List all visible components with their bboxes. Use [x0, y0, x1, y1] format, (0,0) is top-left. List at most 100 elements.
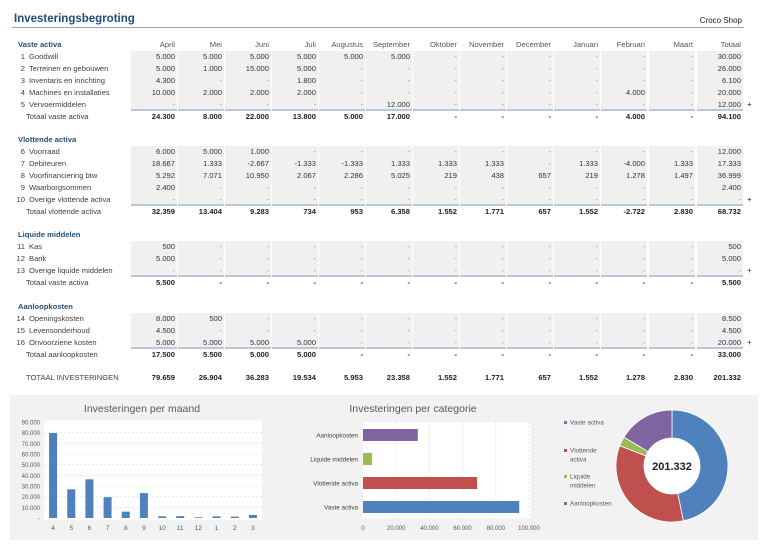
cell-juli[interactable]: -	[272, 253, 318, 265]
cell-mei[interactable]: 500	[178, 313, 224, 325]
cell-maart[interactable]: -	[649, 313, 695, 325]
cell-januari[interactable]: -	[554, 337, 600, 349]
cell-augustus[interactable]: -	[319, 182, 365, 194]
cell-juni[interactable]: -	[225, 253, 271, 265]
cell-februari[interactable]: 4.000	[601, 87, 647, 99]
cell-februari[interactable]: -	[601, 51, 647, 63]
cell-september[interactable]: -	[366, 313, 412, 325]
cell-juli[interactable]: -	[272, 99, 318, 111]
cell-januari[interactable]: -	[554, 194, 600, 206]
cell-maart[interactable]: -	[649, 194, 695, 206]
cell-december[interactable]: -	[507, 75, 553, 87]
cell-februari[interactable]: -	[601, 99, 647, 111]
cell-mei[interactable]: 7.071	[178, 170, 224, 182]
cell-december[interactable]: -	[507, 99, 553, 111]
cell-september[interactable]: 5.000	[366, 51, 412, 63]
cell-maart[interactable]: -	[649, 63, 695, 75]
cell-september[interactable]: 1.333	[366, 158, 412, 170]
cell-juli[interactable]: -	[272, 182, 318, 194]
cell-augustus[interactable]: -	[319, 241, 365, 253]
cell-januari[interactable]: -	[554, 146, 600, 158]
cell-december[interactable]: -	[507, 337, 553, 349]
cell-juni[interactable]: 2.000	[225, 87, 271, 99]
cell-september[interactable]: -	[366, 265, 412, 277]
cell-augustus[interactable]: -	[319, 87, 365, 99]
cell-november[interactable]: -	[460, 63, 506, 75]
cell-april[interactable]: 500	[131, 241, 177, 253]
cell-augustus[interactable]: -	[319, 325, 365, 337]
cell-augustus[interactable]: -1.333	[319, 158, 365, 170]
cell-september[interactable]: -	[366, 325, 412, 337]
cell-maart[interactable]: -	[649, 146, 695, 158]
cell-mei[interactable]: 5.000	[178, 146, 224, 158]
cell-september[interactable]: 5.025	[366, 170, 412, 182]
cell-januari[interactable]: 219	[554, 170, 600, 182]
cell-mei[interactable]: -	[178, 75, 224, 87]
cell-oktober[interactable]: -	[413, 63, 459, 75]
cell-mei[interactable]: 1.000	[178, 63, 224, 75]
cell-februari[interactable]: -4.000	[601, 158, 647, 170]
cell-januari[interactable]: -	[554, 253, 600, 265]
cell-augustus[interactable]: 5.000	[319, 51, 365, 63]
cell-januari[interactable]: -	[554, 63, 600, 75]
cell-juli[interactable]: 2.067	[272, 170, 318, 182]
cell-juni[interactable]: 5.000	[225, 51, 271, 63]
cell-april[interactable]: 6.000	[131, 146, 177, 158]
cell-december[interactable]: -	[507, 194, 553, 206]
cell-april[interactable]: 5.292	[131, 170, 177, 182]
cell-oktober[interactable]: -	[413, 265, 459, 277]
cell-december[interactable]: 657	[507, 170, 553, 182]
cell-mei[interactable]: -	[178, 99, 224, 111]
cell-augustus[interactable]: 2.286	[319, 170, 365, 182]
expand-row-button[interactable]: +	[747, 195, 752, 204]
cell-december[interactable]: -	[507, 253, 553, 265]
cell-februari[interactable]: -	[601, 265, 647, 277]
cell-augustus[interactable]: -	[319, 253, 365, 265]
cell-november[interactable]: -	[460, 51, 506, 63]
cell-juni[interactable]: 15.000	[225, 63, 271, 75]
cell-april[interactable]: 4.300	[131, 75, 177, 87]
cell-juni[interactable]: -	[225, 75, 271, 87]
cell-januari[interactable]: -	[554, 182, 600, 194]
cell-mei[interactable]: 5.000	[178, 337, 224, 349]
cell-december[interactable]: -	[507, 241, 553, 253]
cell-mei[interactable]: 1.333	[178, 158, 224, 170]
cell-april[interactable]: -	[131, 194, 177, 206]
cell-juli[interactable]: 5.000	[272, 51, 318, 63]
cell-februari[interactable]: -	[601, 325, 647, 337]
cell-oktober[interactable]: -	[413, 146, 459, 158]
cell-september[interactable]: -	[366, 146, 412, 158]
cell-november[interactable]: 1.333	[460, 158, 506, 170]
cell-februari[interactable]: -	[601, 253, 647, 265]
cell-mei[interactable]: -	[178, 194, 224, 206]
cell-februari[interactable]: -	[601, 63, 647, 75]
cell-april[interactable]: 5.000	[131, 337, 177, 349]
cell-september[interactable]: -	[366, 63, 412, 75]
expand-row-button[interactable]: +	[747, 266, 752, 275]
cell-november[interactable]: -	[460, 325, 506, 337]
cell-juni[interactable]: -	[225, 313, 271, 325]
cell-februari[interactable]: -	[601, 75, 647, 87]
cell-april[interactable]: 8.000	[131, 313, 177, 325]
cell-januari[interactable]: 1.333	[554, 158, 600, 170]
cell-april[interactable]: -	[131, 265, 177, 277]
cell-februari[interactable]: -	[601, 146, 647, 158]
cell-december[interactable]: -	[507, 87, 553, 99]
cell-maart[interactable]: -	[649, 265, 695, 277]
cell-juli[interactable]: -	[272, 194, 318, 206]
cell-maart[interactable]: -	[649, 51, 695, 63]
cell-maart[interactable]: 1.333	[649, 158, 695, 170]
cell-september[interactable]: -	[366, 194, 412, 206]
cell-maart[interactable]: -	[649, 337, 695, 349]
cell-december[interactable]: -	[507, 265, 553, 277]
cell-december[interactable]: -	[507, 313, 553, 325]
cell-maart[interactable]: -	[649, 182, 695, 194]
cell-augustus[interactable]: -	[319, 63, 365, 75]
cell-september[interactable]: -	[366, 75, 412, 87]
cell-augustus[interactable]: -	[319, 313, 365, 325]
cell-februari[interactable]: -	[601, 194, 647, 206]
cell-april[interactable]: 5.000	[131, 63, 177, 75]
cell-september[interactable]: -	[366, 182, 412, 194]
cell-juli[interactable]: -	[272, 146, 318, 158]
expand-row-button[interactable]: +	[747, 100, 752, 109]
